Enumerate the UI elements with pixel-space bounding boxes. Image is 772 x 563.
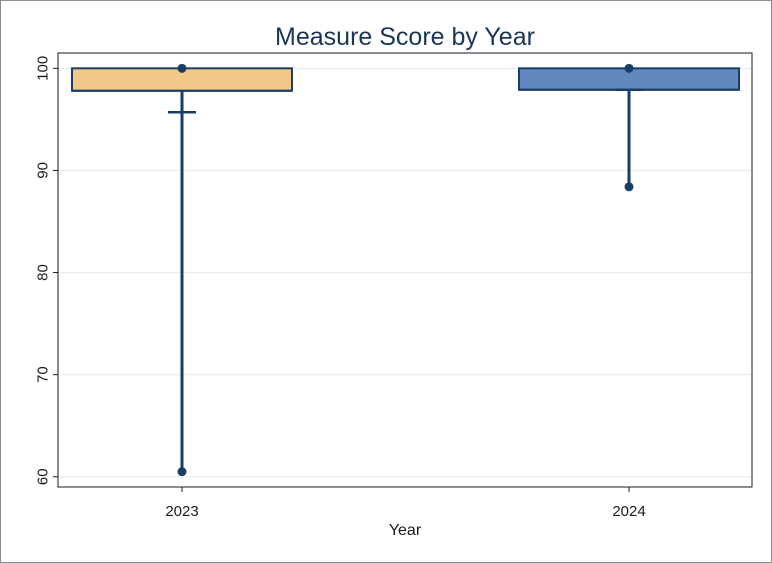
boxes xyxy=(71,63,740,477)
plot-area-border xyxy=(57,52,753,488)
y-tick-label-90: 90 xyxy=(35,162,52,179)
chart-title: Measure Score by Year xyxy=(275,23,535,51)
max-point-2023 xyxy=(177,63,187,73)
max-point-2024 xyxy=(624,63,634,73)
x-tick-label-2024: 2024 xyxy=(612,503,645,520)
x-axis-title: Year xyxy=(389,522,422,539)
min-point-2024 xyxy=(624,182,634,192)
min-point-2023 xyxy=(177,467,187,477)
y-tick-label-80: 80 xyxy=(35,264,52,281)
grid-lines xyxy=(58,67,752,478)
x-tick-label-2023: 2023 xyxy=(165,503,198,520)
y-tick-label-60: 60 xyxy=(35,468,52,485)
x-axis: 2023 2024 xyxy=(165,487,646,520)
y-axis: 60 70 80 90 100 xyxy=(35,56,58,485)
y-tick-label-100: 100 xyxy=(35,56,52,81)
y-tick-label-70: 70 xyxy=(35,366,52,383)
